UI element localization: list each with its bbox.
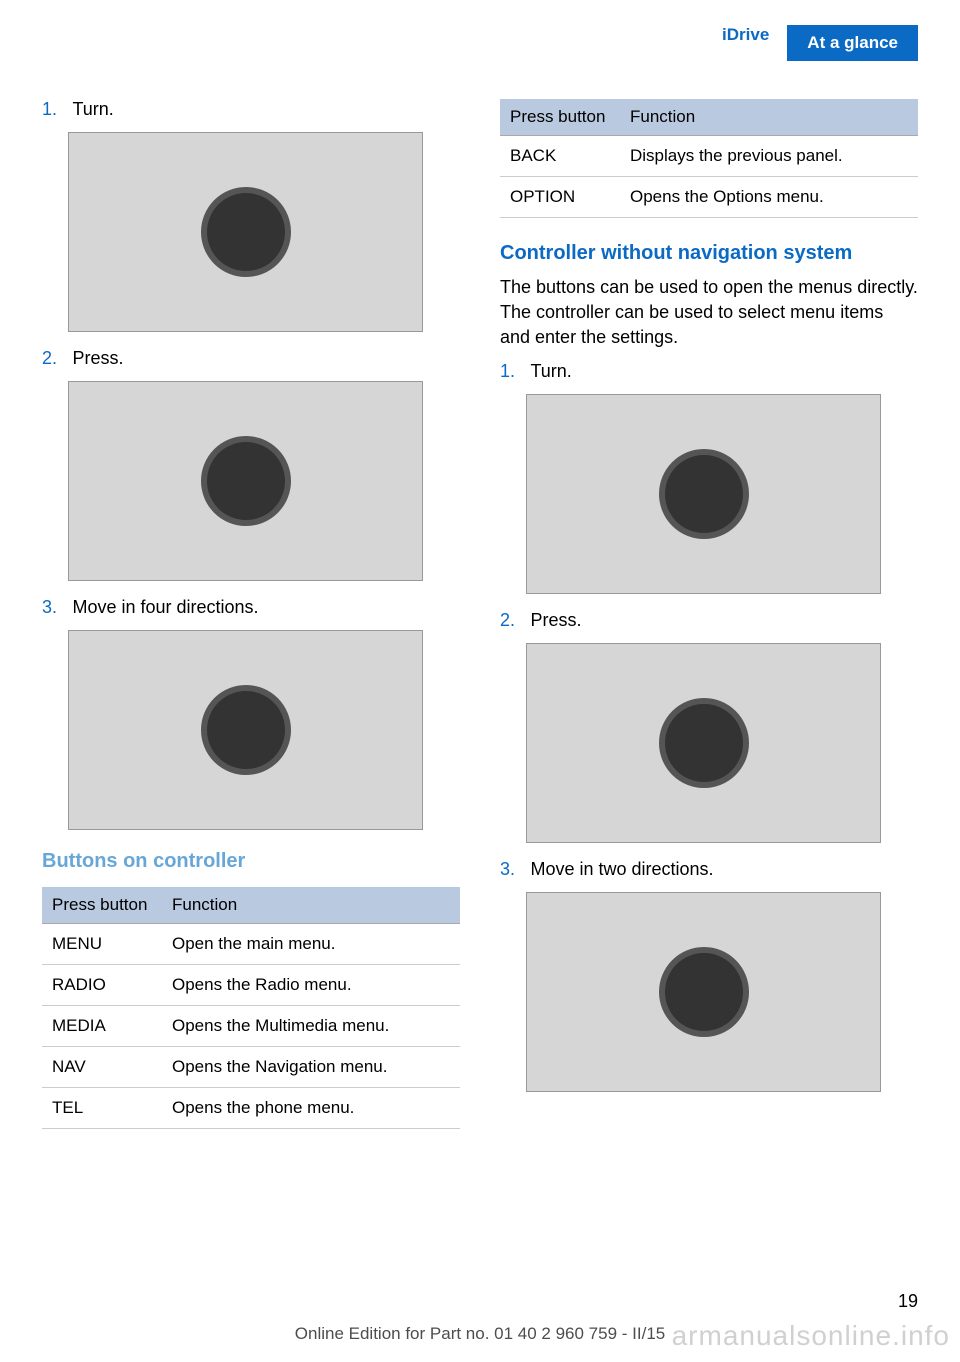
table-header-cell: Press button <box>42 887 162 924</box>
table-header-cell: Press button <box>500 99 620 136</box>
figure-press-r <box>526 643 881 843</box>
right-column: Press button Function BACKDisplays the p… <box>500 99 918 1129</box>
step-2: 2. Press. <box>42 348 460 369</box>
step-text: Press. <box>72 348 123 368</box>
table-cell: Opens the Radio menu. <box>162 965 460 1006</box>
table-cell: Opens the Multimedia menu. <box>162 1006 460 1047</box>
table-cell: Opens the Options menu. <box>620 177 918 218</box>
step-number: 3. <box>42 597 68 618</box>
table-row: NAVOpens the Navigation menu. <box>42 1047 460 1088</box>
header-chapter-badge: At a glance <box>787 25 918 61</box>
table-row: RADIOOpens the Radio menu. <box>42 965 460 1006</box>
step-number: 2. <box>42 348 68 369</box>
table-cell: BACK <box>500 136 620 177</box>
figure-press <box>68 381 423 581</box>
table-header-row: Press button Function <box>500 99 918 136</box>
buttons-table-right: Press button Function BACKDisplays the p… <box>500 99 918 218</box>
table-cell: Opens the phone menu. <box>162 1088 460 1129</box>
table-row: MEDIAOpens the Multimedia menu. <box>42 1006 460 1047</box>
table-cell: TEL <box>42 1088 162 1129</box>
body-paragraph: The buttons can be used to open the menu… <box>500 275 918 349</box>
page-number: 19 <box>898 1291 918 1312</box>
table-header-cell: Function <box>162 887 460 924</box>
step-text: Press. <box>530 610 581 630</box>
step-number: 2. <box>500 610 526 631</box>
header-section-link: iDrive <box>722 25 787 61</box>
step-number: 1. <box>42 99 68 120</box>
table-cell: MENU <box>42 924 162 965</box>
step-text: Move in two directions. <box>530 859 713 879</box>
figure-turn-r <box>526 394 881 594</box>
table-cell: NAV <box>42 1047 162 1088</box>
table-row: BACKDisplays the previous panel. <box>500 136 918 177</box>
step-text: Turn. <box>72 99 113 119</box>
step-3-r: 3. Move in two directions. <box>500 859 918 880</box>
step-number: 3. <box>500 859 526 880</box>
left-column: 1. Turn. 2. Press. 3. Move in four direc… <box>42 99 460 1129</box>
figure-turn <box>68 132 423 332</box>
step-3: 3. Move in four directions. <box>42 597 460 618</box>
step-text: Turn. <box>530 361 571 381</box>
step-2-r: 2. Press. <box>500 610 918 631</box>
table-row: OPTIONOpens the Options menu. <box>500 177 918 218</box>
buttons-heading: Buttons on controller <box>42 850 460 873</box>
table-cell: Open the main menu. <box>162 924 460 965</box>
table-cell: RADIO <box>42 965 162 1006</box>
table-row: MENUOpen the main menu. <box>42 924 460 965</box>
step-number: 1. <box>500 361 526 382</box>
table-header-row: Press button Function <box>42 887 460 924</box>
content-wrapper: 1. Turn. 2. Press. 3. Move in four direc… <box>0 79 960 1129</box>
table-cell: OPTION <box>500 177 620 218</box>
section-heading: Controller without navigation system <box>500 242 918 265</box>
table-row: TELOpens the phone menu. <box>42 1088 460 1129</box>
table-cell: MEDIA <box>42 1006 162 1047</box>
table-header-cell: Function <box>620 99 918 136</box>
figure-move-two <box>526 892 881 1092</box>
step-1-r: 1. Turn. <box>500 361 918 382</box>
watermark: armanualsonline.info <box>672 1320 950 1352</box>
buttons-table-left: Press button Function MENUOpen the main … <box>42 887 460 1129</box>
step-1: 1. Turn. <box>42 99 460 120</box>
page-header: iDrive At a glance <box>0 0 960 79</box>
step-text: Move in four directions. <box>72 597 258 617</box>
table-cell: Displays the previous panel. <box>620 136 918 177</box>
figure-move-four <box>68 630 423 830</box>
table-cell: Opens the Navigation menu. <box>162 1047 460 1088</box>
